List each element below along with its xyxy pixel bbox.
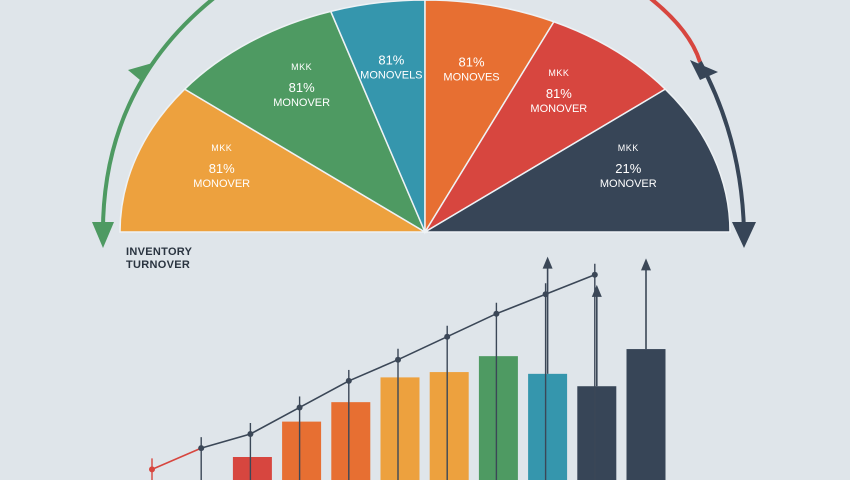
left-arc-mid-arrowhead: [128, 62, 156, 80]
segment-tag: MKK: [291, 62, 312, 72]
left-arc-arrow: [100, 0, 215, 241]
segment-label: MONOVES: [443, 71, 499, 83]
bar-arrow-head: [542, 256, 553, 269]
segment-value: 21%: [615, 161, 641, 176]
right-arc-mid-arrowhead: [690, 60, 718, 80]
segment-label: MONOVER: [273, 97, 330, 109]
segment-tag: MKK: [211, 143, 232, 153]
trend-line-start: [151, 447, 202, 471]
semicircle-segment: [183, 10, 427, 234]
arc-arrows: [92, 0, 756, 248]
right-arc-red: [649, 0, 702, 63]
bar-chart: [149, 256, 666, 480]
trend-point: [444, 333, 451, 340]
segment-label: MONOVELS: [360, 69, 422, 81]
segment-value: 81%: [289, 80, 315, 95]
bar: [380, 377, 420, 480]
semicircle-segment: [422, 88, 731, 233]
segment-value: 81%: [546, 86, 572, 101]
semicircle-segment: [424, 20, 667, 233]
trend-point: [198, 445, 205, 452]
left-arc-arrowhead: [92, 222, 114, 248]
segment-label-group: MKK 21% MONOVER: [600, 143, 657, 190]
segment-value: 81%: [378, 52, 404, 67]
segment-tag: MKK: [618, 143, 639, 153]
semicircle-segment: [424, 0, 556, 235]
chart-title-line1: INVENTORY: [126, 246, 193, 258]
bar: [626, 349, 666, 480]
trend-point: [542, 291, 549, 298]
trend-point: [345, 377, 352, 384]
trend-point: [493, 310, 500, 317]
trend-point: [149, 466, 155, 473]
bar: [478, 356, 518, 480]
trend-point: [591, 271, 598, 278]
semicircle-segment: [119, 88, 428, 233]
right-arc-navy: [698, 61, 746, 233]
segment-value: 81%: [209, 161, 235, 176]
bar: [577, 386, 617, 480]
bar: [282, 421, 322, 480]
trend-point: [296, 404, 303, 411]
trend-point: [247, 431, 254, 437]
bar: [331, 402, 371, 480]
bar: [232, 457, 272, 480]
segment-value: 81%: [459, 54, 485, 69]
semicircle-chart: MKK81%MONOVERMKK81%MONOVER81%MONOVELS81%…: [119, 0, 731, 235]
segment-tag: MKK: [548, 68, 569, 78]
segment-label-group: MKK 81% MONOVER: [530, 68, 587, 115]
segment-label-group: 81% MONOVES: [443, 54, 499, 83]
bar-arrow-head: [591, 284, 602, 297]
right-arc-arrowhead: [732, 222, 756, 248]
bar: [429, 372, 469, 480]
segment-label: MONOVER: [193, 178, 250, 190]
bar: [528, 373, 568, 480]
segment-label: MONOVER: [530, 103, 587, 115]
segment-label-group: MKK 81% MONOVER: [193, 143, 250, 190]
bar-arrow-head: [641, 258, 651, 271]
chart-title-line2: TURNOVER: [126, 259, 190, 271]
segment-label-group: MKK 81% MONOVER: [273, 62, 330, 109]
segment-label: MONOVER: [600, 178, 657, 190]
segment-label-group: 81% MONOVELS: [360, 52, 422, 81]
trend-point: [395, 356, 401, 363]
